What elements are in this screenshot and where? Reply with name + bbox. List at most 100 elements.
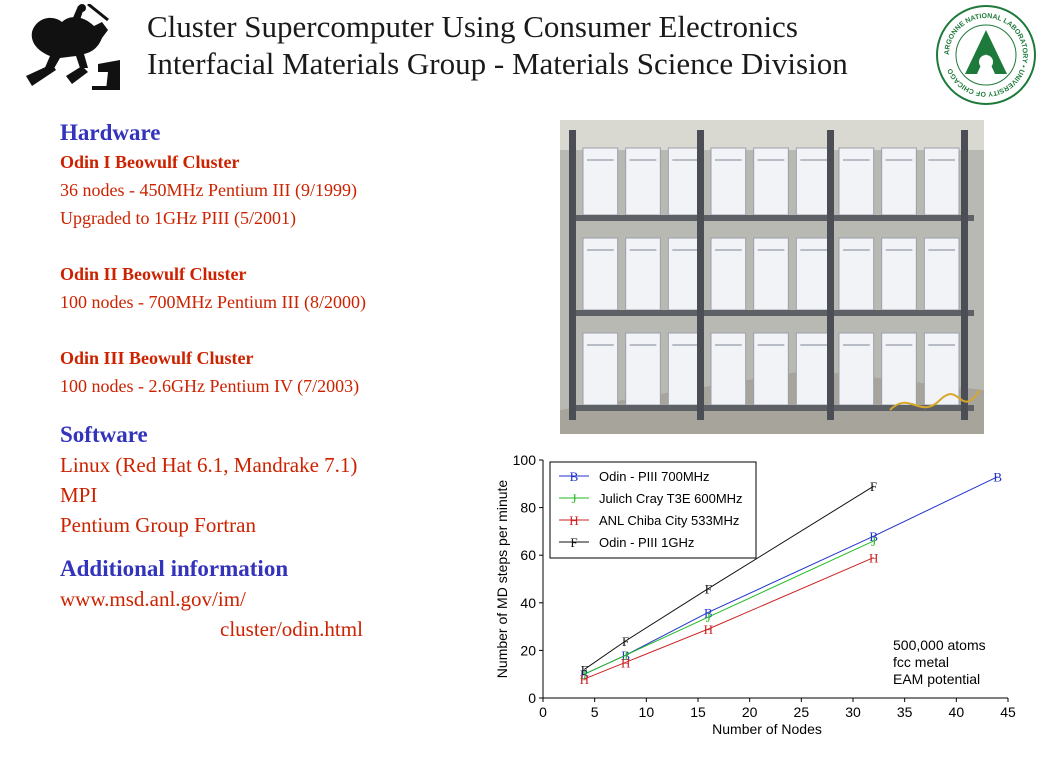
x-tick-label: 25 — [794, 704, 810, 720]
data-point-marker: H — [869, 551, 878, 566]
computer-tower — [625, 147, 661, 216]
horse-rider-logo — [26, 4, 120, 90]
computer-tower — [881, 332, 917, 406]
legend-marker: B — [570, 469, 579, 484]
info-url-line-1[interactable]: www.msd.anl.gov/im/ — [60, 587, 246, 611]
computer-tower — [625, 332, 661, 406]
additional-info-heading: Additional information — [60, 556, 289, 581]
rack-post — [827, 130, 834, 420]
page-title: Cluster Supercomputer Using Consumer Ele… — [147, 8, 848, 82]
data-point-marker: H — [621, 655, 630, 670]
x-axis-label: Number of Nodes — [712, 721, 822, 737]
legend-marker: H — [569, 513, 578, 528]
hardware-heading: Hardware — [60, 120, 161, 145]
cluster-3-line-1: 100 nodes - 2.6GHz Pentium IV (7/2003) — [60, 376, 360, 396]
data-point-marker: B — [869, 529, 878, 544]
data-point-marker: B — [993, 470, 1002, 485]
cluster-3-name: Odin III Beowulf Cluster — [60, 348, 254, 368]
x-tick-label: 15 — [690, 704, 706, 720]
computer-tower — [923, 147, 960, 216]
x-tick-label: 40 — [949, 704, 965, 720]
data-point-marker: J — [623, 648, 628, 663]
y-tick-label: 80 — [520, 500, 536, 516]
rack-post — [961, 130, 968, 420]
x-tick-label: 5 — [591, 704, 599, 720]
computer-tower — [710, 332, 747, 406]
rack-post — [569, 130, 576, 420]
computer-tower — [795, 237, 832, 311]
x-tick-label: 0 — [539, 704, 547, 720]
info-panel: Hardware Odin I Beowulf Cluster 36 nodes… — [60, 118, 530, 644]
computer-tower — [753, 237, 789, 311]
y-tick-label: 40 — [520, 595, 536, 611]
x-tick-label: 30 — [845, 704, 861, 720]
data-point-marker: F — [622, 634, 629, 649]
computer-tower — [582, 237, 619, 311]
software-heading: Software — [60, 422, 148, 447]
rack-shelf — [570, 215, 974, 221]
series-line-2 — [584, 540, 874, 675]
data-point-marker: B — [704, 605, 713, 620]
server-rack-photo — [560, 120, 984, 434]
computer-tower — [838, 147, 875, 216]
cluster-2-name: Odin II Beowulf Cluster — [60, 264, 247, 284]
legend-label: Julich Cray T3E 600MHz — [599, 491, 743, 506]
chart-annotation: EAM potential — [893, 671, 980, 687]
computer-tower — [582, 147, 619, 216]
computer-tower — [753, 332, 789, 406]
data-point-marker: J — [871, 534, 876, 549]
computer-tower — [795, 147, 832, 216]
computer-tower — [625, 237, 661, 311]
rack-shelf — [570, 405, 974, 411]
computer-tower — [923, 237, 960, 311]
data-point-marker: F — [581, 662, 588, 677]
data-point-marker: F — [705, 582, 712, 597]
software-item: Linux (Red Hat 6.1, Mandrake 7.1) — [60, 453, 358, 477]
software-item: MPI — [60, 483, 98, 507]
legend-label: Odin - PIII 1GHz — [599, 535, 694, 550]
computer-tower — [710, 237, 747, 311]
series-line-3 — [584, 557, 874, 680]
data-point-marker: H — [580, 672, 589, 687]
x-tick-label: 10 — [639, 704, 655, 720]
cluster-2-line-1: 100 nodes - 700MHz Pentium III (8/2000) — [60, 292, 366, 312]
data-point-marker: H — [704, 622, 713, 637]
computer-tower — [753, 147, 789, 216]
chart-annotation: 500,000 atoms — [893, 637, 986, 653]
computer-tower — [881, 147, 917, 216]
computer-tower — [710, 147, 747, 216]
computer-tower — [838, 332, 875, 406]
cluster-1-name: Odin I Beowulf Cluster — [60, 152, 240, 172]
cluster-1-line-2: Upgraded to 1GHz PIII (5/2001) — [60, 208, 296, 228]
rack-shelf — [570, 310, 974, 316]
performance-chart: 0 5 10 15 20 25 30 35 40 45 0 20 40 60 80 100 Number of… — [494, 452, 1016, 737]
y-tick-label: 20 — [520, 642, 536, 658]
info-url-line-2[interactable]: cluster/odin.html — [220, 617, 363, 641]
y-axis-label: Number of MD steps per minute — [494, 480, 510, 679]
series-line-4 — [584, 485, 874, 670]
computer-tower — [795, 332, 832, 406]
data-point-marker: J — [582, 667, 587, 682]
computer-tower — [838, 237, 875, 311]
y-tick-label: 100 — [513, 452, 537, 468]
data-point-marker: B — [580, 667, 589, 682]
data-point-marker: J — [706, 610, 711, 625]
cable — [889, 389, 981, 411]
legend-label: ANL Chiba City 533MHz — [599, 513, 739, 528]
title-line-2: Interfacial Materials Group - Materials … — [147, 46, 848, 81]
x-tick-label: 20 — [742, 704, 758, 720]
legend-label: Odin - PIII 700MHz — [599, 469, 710, 484]
legend-marker: J — [571, 491, 576, 506]
computer-tower — [881, 237, 917, 311]
computer-tower — [582, 332, 619, 406]
x-tick-label: 45 — [1000, 704, 1016, 720]
title-line-1: Cluster Supercomputer Using Consumer Ele… — [147, 9, 798, 44]
argonne-national-laboratory-seal: ARGONNE NATIONAL LABORATORY • UNIVERSITY… — [936, 5, 1036, 105]
rack-post — [697, 130, 704, 420]
data-point-marker: B — [621, 648, 630, 663]
y-tick-label: 0 — [528, 690, 536, 706]
legend-marker: F — [570, 535, 577, 550]
x-tick-label: 35 — [897, 704, 913, 720]
software-item: Pentium Group Fortran — [60, 513, 256, 537]
y-tick-label: 60 — [520, 547, 536, 563]
